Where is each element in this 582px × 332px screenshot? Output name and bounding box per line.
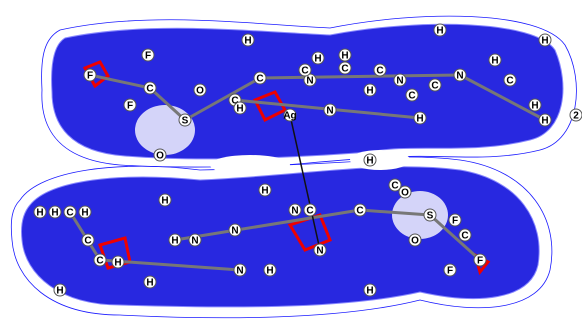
atom-label: H [114,258,121,269]
atom-label: C [341,64,348,75]
atom-label: C [376,66,383,77]
atom-label: H [531,101,538,112]
atom-label: H [51,208,58,219]
atom-label: H [416,114,423,125]
atom-label: F [127,101,133,112]
atom-label: O [411,236,419,247]
atom-label: N [291,206,298,217]
atom-label: H [541,36,548,47]
lobe [135,105,195,155]
atom-label: H [161,196,168,207]
atom-label: H [146,278,153,289]
atom-label: C [84,236,91,247]
atom-label: H [244,36,251,47]
atom-label: N [396,76,403,87]
atom-label: O [156,151,164,162]
atom-label: S [427,211,434,222]
atom-label: C [431,81,438,92]
atom-label: N [326,106,333,117]
atom-label: F [477,256,483,267]
atom-label: H [541,116,548,127]
atom-label: O [401,188,409,199]
atom-label: H [81,208,88,219]
atom-label: H [314,54,321,65]
atom-label: H [366,286,373,297]
atom-label: C [408,91,415,102]
gap [210,155,290,175]
atom-label: N [316,246,323,257]
atom-label: C [306,206,313,217]
atom-label: C [461,231,468,242]
atom-label: S [182,116,189,127]
gap [350,150,410,170]
atom-label: Ag [283,111,296,122]
atom-label: H [436,26,443,37]
atom-label: F [145,51,151,62]
atom-label: C [146,84,153,95]
atom-label: H [171,236,178,247]
atom-label: O [196,86,204,97]
atom-label: C [506,76,513,87]
atom-label: F [87,71,93,82]
atom-label: H [491,56,498,67]
atom-label: C [96,256,103,267]
atom-label: C [256,74,263,85]
potential-map: FFCFSOOCHCHAgNCHNCHCHNCHHCNHCHHH2HHCHCCH… [0,0,582,332]
atom-label: F [447,266,453,277]
atom-label: H [236,104,243,115]
atom-label: C [301,66,308,77]
atom-label: C [391,181,398,192]
atom-label: H [56,286,63,297]
atom-label: N [191,236,198,247]
atom-label: N [231,226,238,237]
atom-label: H [266,266,273,277]
blob [52,24,563,159]
atom-label: C [66,208,73,219]
atom-label: F [452,216,458,227]
atom-label: H [36,208,43,219]
atom-label: H [341,51,348,62]
atom-label: H [366,86,373,97]
atom-label: N [306,76,313,87]
atom-label: H [261,186,268,197]
atom-label: C [356,206,363,217]
atom-label: 2 [573,111,579,122]
atom-label: H [366,156,373,167]
atom-label: N [456,71,463,82]
atom-label: N [236,266,243,277]
